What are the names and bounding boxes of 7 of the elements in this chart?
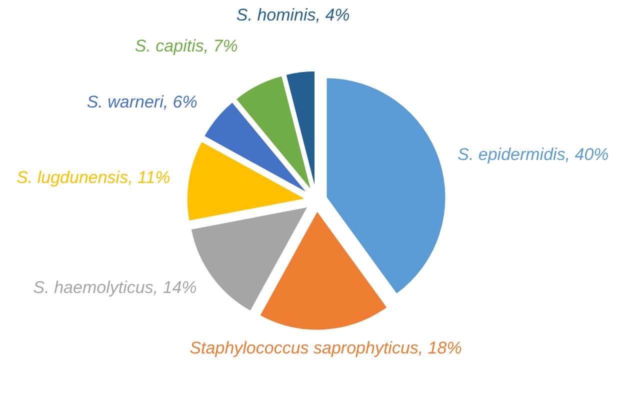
- slice-label: S. capitis, 7%: [134, 36, 238, 56]
- slice-label: S. epidermidis, 40%: [458, 145, 609, 164]
- slice-label: S. hominis, 4%: [236, 6, 350, 25]
- slice-label: S. haemolyticus, 14%: [33, 278, 197, 297]
- slice-label: S. warneri, 6%: [86, 92, 198, 112]
- slice-label: S. lugdunensis, 11%: [16, 168, 170, 187]
- slice-label: Staphylococcus saprophyticus, 18%: [190, 338, 462, 358]
